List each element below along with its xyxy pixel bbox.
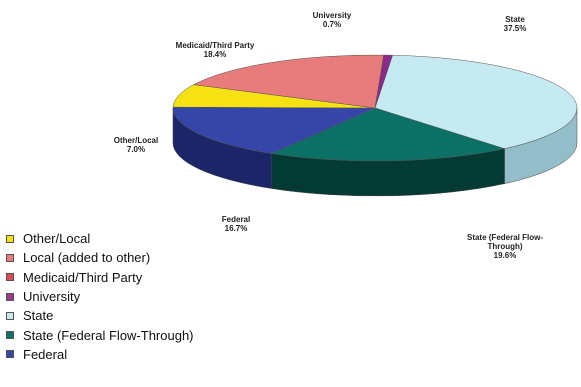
legend-swatch (6, 350, 14, 359)
legend-item: State (6, 306, 194, 325)
legend-label: University (23, 289, 81, 305)
legend: Other/Local Local (added to other) Medicai… (6, 229, 194, 364)
slice-label-university: University 0.7% (313, 11, 352, 29)
slice-label-other-local: Other/Local 7.0% (114, 136, 158, 154)
legend-label: Medicaid/Third Party (23, 269, 143, 285)
slice-label-federal: Federal 16.7% (222, 215, 250, 233)
legend-swatch (6, 331, 14, 340)
legend-item: Other/Local (6, 229, 194, 248)
slice-medicaid-third-party (192, 54, 385, 109)
pie-sides (172, 107, 578, 197)
pie-tops (172, 54, 578, 162)
legend-label: Federal (23, 346, 68, 362)
legend-label: State (23, 308, 54, 324)
legend-swatch (6, 292, 14, 301)
legend-label: Local (added to other) (23, 250, 151, 266)
legend-item: Medicaid/Third Party (6, 268, 194, 287)
slice-label-state-federal-flow-through-: State (Federal Flow-Through) 19.6% (467, 233, 543, 260)
pie-labels: State 37.5% State (Federal Flow-Through) 19… (114, 11, 544, 260)
slice-label-state: State 37.5% (504, 15, 527, 33)
legend-label: Other/Local (23, 231, 91, 247)
legend-item: Local (added to other) (6, 248, 194, 267)
legend-item: State (Federal Flow-Through) (6, 325, 194, 344)
slice-state-federal-flow-through- (270, 107, 506, 162)
slice-federal (172, 106, 376, 154)
slice-label-medicaid-third-party: Medicaid/Third Party 18.4% (176, 41, 255, 59)
slice-university (374, 54, 393, 109)
legend-swatch (6, 253, 14, 262)
legend-swatch (6, 311, 14, 320)
legend-swatch (6, 273, 14, 282)
legend-item: Federal (6, 345, 194, 364)
legend-item: University (6, 287, 194, 306)
slice-state (374, 54, 578, 149)
legend-label: State (Federal Flow-Through) (23, 327, 194, 343)
legend-swatch (6, 234, 14, 243)
